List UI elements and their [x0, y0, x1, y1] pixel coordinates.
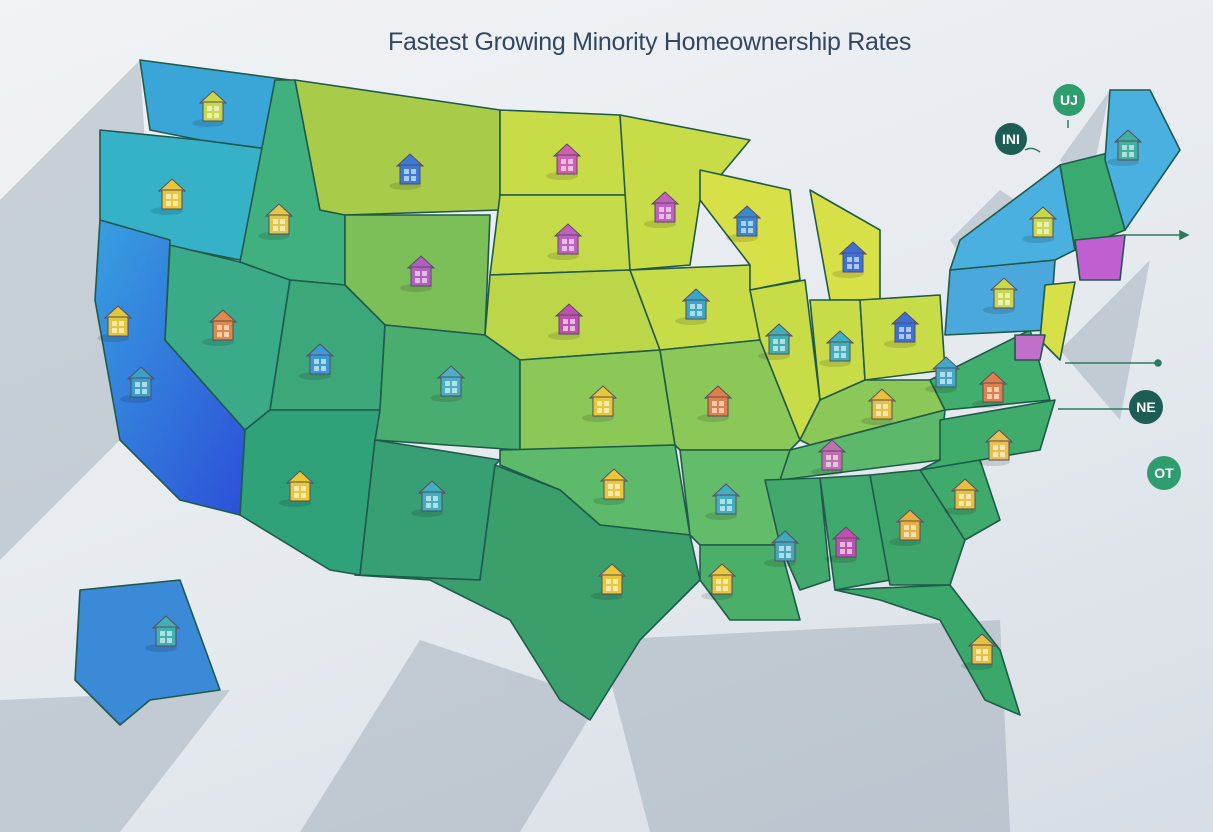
state-mi[interactable] — [809, 189, 881, 301]
house-icon — [411, 480, 447, 517]
house-icon — [593, 468, 629, 505]
house-icon — [925, 356, 961, 393]
house-icon — [726, 205, 762, 242]
house-icon — [151, 178, 187, 215]
house-icon — [825, 526, 861, 563]
house-icon — [697, 385, 733, 422]
label-badge-ot[interactable]: OT — [1147, 456, 1181, 490]
house-icon — [591, 563, 627, 600]
house-icon — [120, 366, 156, 403]
house-icon — [145, 615, 181, 652]
house-icon — [430, 365, 466, 402]
state-la[interactable] — [699, 544, 801, 621]
house-icon — [861, 388, 897, 425]
house-icon — [389, 153, 425, 190]
house-icon — [1022, 206, 1058, 243]
house-icon — [889, 509, 925, 546]
house-icon — [884, 311, 920, 348]
state-nj[interactable] — [1039, 281, 1076, 361]
state-mn[interactable] — [619, 114, 751, 271]
map-shadow — [1060, 260, 1150, 420]
house-icon — [944, 478, 980, 515]
house-icon — [97, 305, 133, 342]
connector-line — [1024, 147, 1041, 153]
house-icon — [811, 439, 847, 476]
label-badge-ini[interactable]: INI — [995, 123, 1027, 155]
house-icon — [961, 633, 997, 670]
state-mt[interactable] — [294, 79, 501, 216]
map-title: Fastest Growing Minority Homeownership R… — [388, 28, 912, 56]
house-icon — [644, 191, 680, 228]
label-badge-ne[interactable]: NE — [1129, 390, 1163, 424]
house-icon — [546, 143, 582, 180]
house-icon — [832, 241, 868, 278]
state-nc[interactable] — [919, 399, 1056, 471]
house-icon — [258, 203, 294, 240]
house-icon — [192, 90, 228, 127]
house-icon — [758, 323, 794, 360]
arrow-icon — [1179, 229, 1190, 241]
house-icon — [675, 288, 711, 325]
house-icon — [299, 343, 335, 380]
house-icon — [764, 530, 800, 567]
house-icon — [705, 483, 741, 520]
house-icon — [582, 385, 618, 422]
house-icon — [978, 429, 1014, 466]
state-fl[interactable] — [834, 584, 1021, 716]
state-tx[interactable] — [354, 464, 701, 721]
state-ms[interactable] — [764, 477, 831, 591]
house-icon — [972, 371, 1008, 408]
state-md[interactable] — [1014, 334, 1046, 361]
state-me[interactable] — [1104, 89, 1181, 231]
house-icon — [548, 303, 584, 340]
house-icon — [1107, 129, 1143, 166]
connector-dot — [1154, 359, 1162, 367]
house-icon — [202, 309, 238, 346]
map-shadow — [0, 690, 230, 832]
state-ak[interactable] — [74, 579, 221, 726]
house-icon — [547, 223, 583, 260]
house-icon — [983, 277, 1019, 314]
map-shadow — [300, 640, 600, 832]
map-shadow — [600, 620, 1010, 832]
state-ny[interactable] — [949, 164, 1076, 271]
state-sne[interactable] — [1074, 234, 1126, 281]
house-icon — [701, 563, 737, 600]
house-icon — [400, 255, 436, 292]
house-icon — [279, 470, 315, 507]
house-icon — [819, 330, 855, 367]
label-badge-uj[interactable]: UJ — [1053, 84, 1085, 116]
